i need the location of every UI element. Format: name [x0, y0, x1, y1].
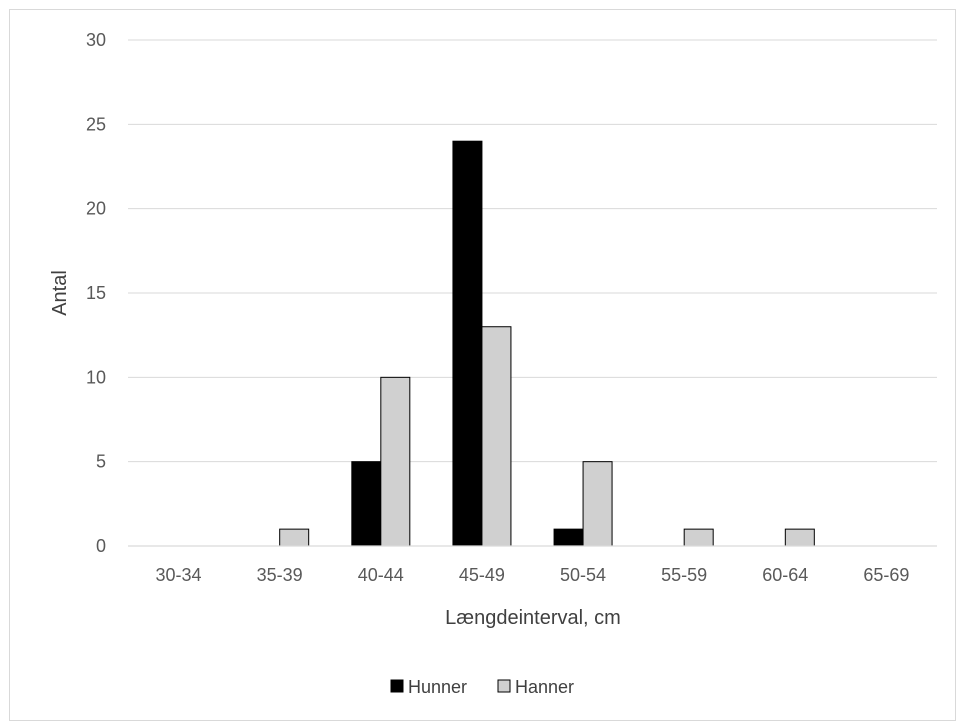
y-tick-label-20: 20 [86, 199, 106, 219]
bar-hanner-60-64 [784, 528, 815, 547]
legend-label-hanner: Hanner [515, 677, 574, 697]
gridlines [128, 39, 937, 463]
bar-hunner-45-49 [452, 140, 483, 547]
y-tick-label-25: 25 [86, 114, 106, 134]
y-axis-title: Antal [49, 270, 71, 316]
x-tick-label-50-54: 50-54 [560, 565, 606, 585]
x-tick-label-30-34: 30-34 [156, 565, 202, 585]
bar-hanner-55-59 [683, 528, 714, 547]
bar-hunner-40-44 [351, 461, 382, 547]
x-tick-label-35-39: 35-39 [257, 565, 303, 585]
bar-hanner-45-49 [481, 326, 512, 547]
y-tick-label-5: 5 [96, 452, 106, 472]
y-tick-label-10: 10 [86, 367, 106, 387]
x-tick-label-45-49: 45-49 [459, 565, 505, 585]
x-tick-label-40-44: 40-44 [358, 565, 404, 585]
bar-hanner-40-44 [380, 376, 411, 547]
y-tick-label-30: 30 [86, 30, 106, 50]
bar-hunner-50-54 [553, 528, 584, 547]
x-axis-title: Længdeinterval, cm [445, 607, 621, 629]
x-tick-label-65-69: 65-69 [863, 565, 909, 585]
bar-hanner-50-54 [582, 461, 613, 547]
x-tick-label-60-64: 60-64 [762, 565, 808, 585]
legend-label-hunner: Hunner [408, 677, 467, 697]
x-tick-label-55-59: 55-59 [661, 565, 707, 585]
y-tick-label-15: 15 [86, 283, 106, 303]
legend-swatch-hanner [497, 679, 511, 693]
legend-swatch-hunner [390, 679, 404, 693]
bars [279, 140, 815, 547]
tick-labels: 0 5 10 15 20 25 30 30-34 35-39 40-44 45-49 50-54 55-… [86, 30, 909, 585]
y-tick-label-0: 0 [96, 536, 106, 556]
bar-hanner-35-39 [279, 528, 310, 547]
legend: Hunner Hanner [390, 677, 574, 697]
